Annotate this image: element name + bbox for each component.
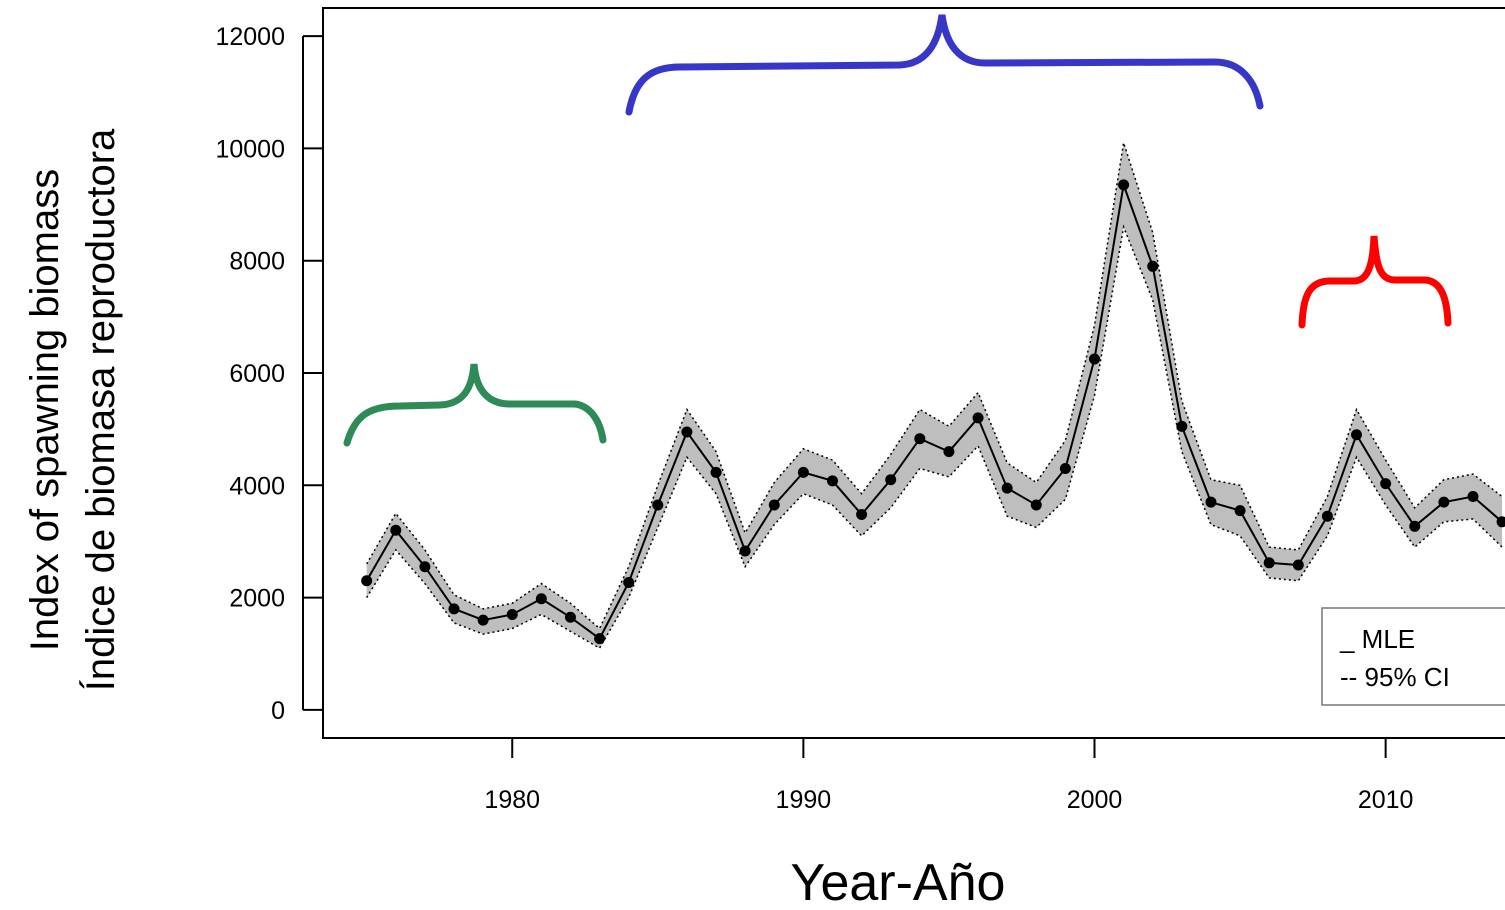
point xyxy=(972,412,984,424)
legend-label: -- 95% CI xyxy=(1340,662,1450,692)
point xyxy=(477,614,489,626)
y-tick-label: 8000 xyxy=(229,248,285,276)
point xyxy=(1438,496,1450,508)
point xyxy=(856,509,868,521)
x-axis-label: Year-Año xyxy=(791,854,1006,910)
point xyxy=(1205,496,1217,508)
annotation-braces xyxy=(343,14,1452,447)
point xyxy=(1351,429,1363,441)
y-tick-label: 2000 xyxy=(229,585,285,613)
point xyxy=(1059,462,1071,474)
brace xyxy=(343,363,607,447)
point xyxy=(1176,420,1188,432)
x-tick-label: 2000 xyxy=(1067,786,1123,814)
y-tick-label: 6000 xyxy=(229,360,285,388)
point xyxy=(1380,478,1392,490)
point xyxy=(1263,557,1275,569)
point xyxy=(1089,353,1101,365)
x-tick-label: 1980 xyxy=(484,786,540,814)
x-tick-label: 2010 xyxy=(1358,786,1414,814)
point xyxy=(564,611,576,623)
point xyxy=(506,608,518,620)
y-axis-label: Índice de biomasa reproductora xyxy=(78,128,123,691)
point xyxy=(1409,520,1421,532)
ci-line xyxy=(366,142,1503,630)
series-line xyxy=(365,180,1503,641)
point xyxy=(1001,482,1013,494)
point xyxy=(1321,510,1333,522)
y-tick-label: 10000 xyxy=(215,135,285,163)
point xyxy=(594,633,606,645)
y-axis-label: Index of spawning biomass xyxy=(23,169,67,652)
point xyxy=(710,466,722,478)
legend-label: _ MLE xyxy=(1339,624,1415,654)
ci-band xyxy=(366,142,1503,649)
point xyxy=(739,545,751,557)
y-tick-label: 12000 xyxy=(215,23,285,51)
point xyxy=(623,576,635,588)
point xyxy=(1292,559,1304,571)
point xyxy=(1118,179,1130,191)
brace xyxy=(625,14,1264,116)
point xyxy=(797,466,809,478)
point xyxy=(361,575,373,587)
point xyxy=(914,433,926,445)
point xyxy=(768,499,780,511)
point xyxy=(1147,260,1159,272)
point xyxy=(419,561,431,573)
point xyxy=(390,524,402,536)
point xyxy=(535,593,547,605)
point xyxy=(1234,505,1246,517)
ci-line xyxy=(366,224,1503,650)
point xyxy=(943,446,955,458)
legend-box xyxy=(1321,607,1505,706)
point xyxy=(826,475,838,487)
plot-area xyxy=(361,142,1505,650)
x-tick-label: 1990 xyxy=(776,786,832,814)
point xyxy=(681,426,693,438)
point xyxy=(652,499,664,511)
y-tick-label: 0 xyxy=(271,697,285,725)
point xyxy=(885,474,897,486)
point xyxy=(1467,491,1479,503)
brace xyxy=(1298,235,1452,329)
point xyxy=(1030,499,1042,511)
point xyxy=(448,603,460,615)
y-tick-label: 4000 xyxy=(229,472,285,500)
point xyxy=(1496,516,1505,528)
